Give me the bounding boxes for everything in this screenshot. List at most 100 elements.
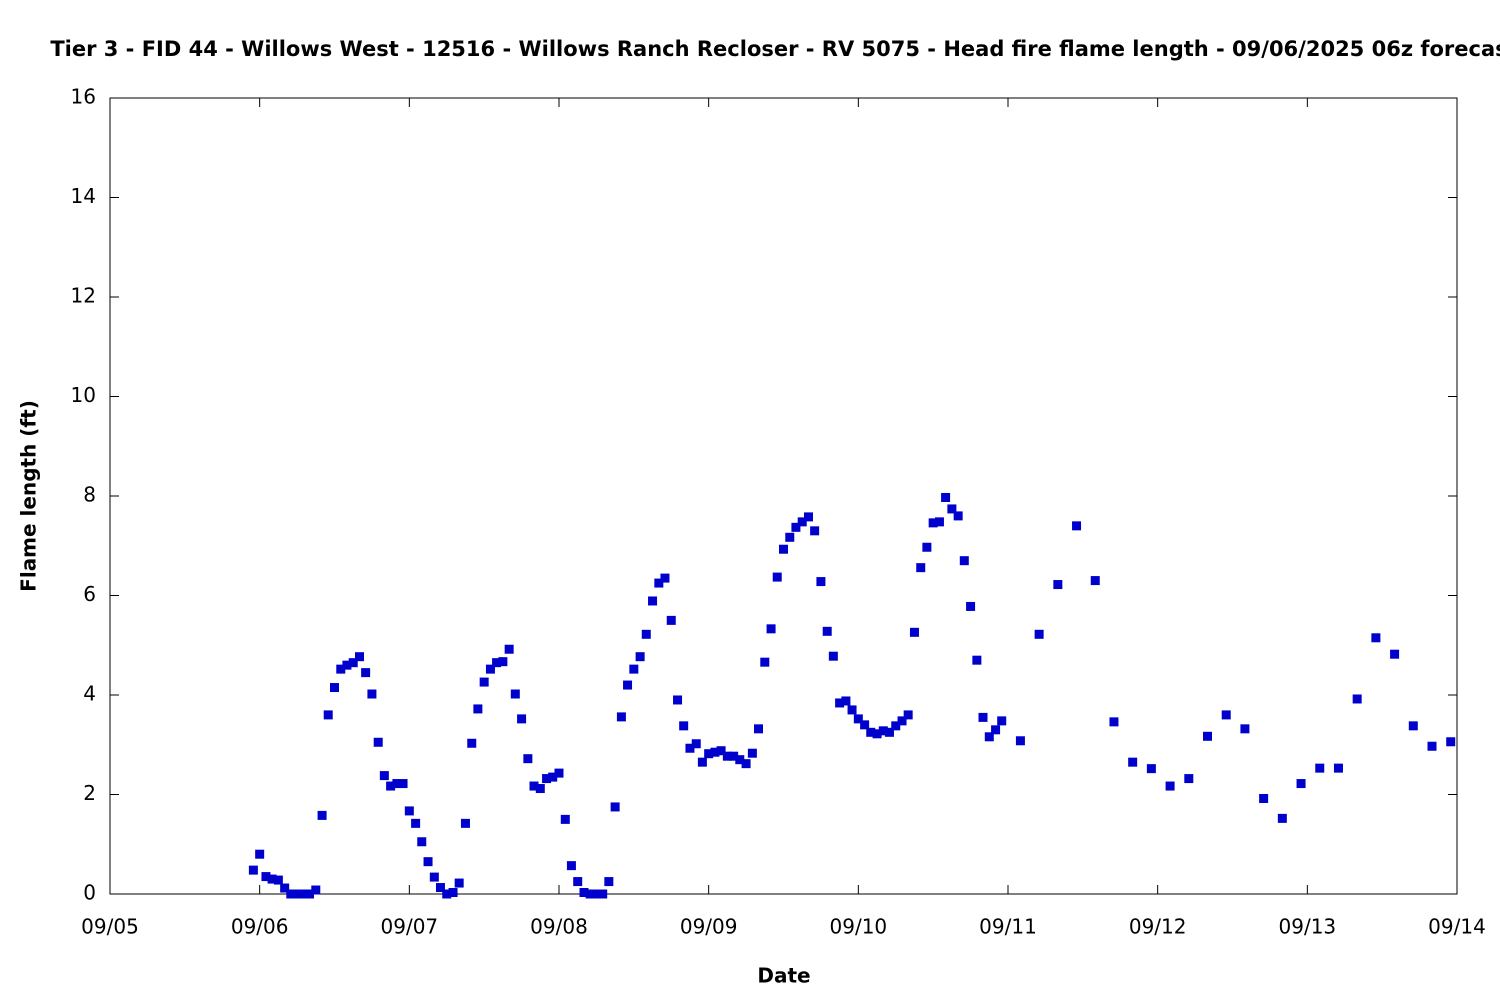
data-point <box>928 518 938 528</box>
data-point <box>666 615 676 625</box>
data-point <box>747 748 757 758</box>
chart-title: Tier 3 - FID 44 - Willows West - 12516 -… <box>50 37 1500 61</box>
data-point <box>442 889 452 899</box>
data-point <box>1165 781 1175 791</box>
data-point <box>810 526 820 536</box>
data-point <box>953 511 963 521</box>
data-point <box>280 883 290 893</box>
data-point <box>348 658 358 668</box>
data-point <box>922 542 932 552</box>
data-point <box>373 737 383 747</box>
data-point <box>435 883 445 893</box>
data-point <box>991 725 1001 735</box>
data-point <box>1390 649 1400 659</box>
data-point <box>866 727 876 737</box>
data-point <box>585 889 595 899</box>
y-tick-label: 12 <box>71 284 96 308</box>
data-point <box>448 888 458 898</box>
plot-frame <box>109 97 1458 895</box>
data-point <box>835 698 845 708</box>
data-point <box>934 517 944 527</box>
data-point <box>822 626 832 636</box>
data-point <box>317 810 327 820</box>
data-point <box>1259 793 1269 803</box>
data-point <box>460 818 470 828</box>
data-point <box>498 657 508 667</box>
data-point <box>548 772 558 782</box>
data-point <box>779 544 788 554</box>
y-tick-label: 10 <box>71 383 96 407</box>
data-point <box>803 512 813 522</box>
y-tick-label: 2 <box>83 781 96 805</box>
data-point <box>685 743 695 753</box>
data-point <box>473 704 483 714</box>
y-tick-label: 16 <box>71 85 96 109</box>
x-tick-label: 09/10 <box>830 915 888 939</box>
data-point <box>741 759 751 769</box>
data-point <box>891 721 901 731</box>
data-point <box>485 664 495 674</box>
data-point <box>292 889 302 899</box>
data-point <box>1446 737 1456 747</box>
data-point <box>336 664 346 674</box>
data-point <box>797 517 807 527</box>
data-point <box>623 680 633 690</box>
data-point <box>1184 774 1194 784</box>
data-point <box>267 874 277 884</box>
data-point <box>903 710 913 720</box>
data-point <box>841 696 851 706</box>
data-point <box>1221 710 1231 720</box>
data-point <box>1090 576 1100 586</box>
data-point <box>772 572 782 582</box>
data-point <box>1352 694 1362 704</box>
data-point <box>1034 629 1044 639</box>
data-point <box>679 721 689 731</box>
data-point <box>248 865 258 875</box>
data-point <box>305 889 315 899</box>
data-point <box>1240 724 1250 734</box>
data-point <box>760 657 770 667</box>
data-point <box>261 872 271 882</box>
data-point <box>560 814 570 824</box>
data-point <box>492 658 502 668</box>
x-tick-label: 09/09 <box>680 915 738 939</box>
data-point <box>298 889 308 899</box>
data-point <box>367 689 377 699</box>
data-point <box>342 660 352 670</box>
y-tick-label: 0 <box>83 881 96 905</box>
data-point <box>1371 633 1381 643</box>
data-point <box>716 746 726 756</box>
data-point <box>1315 763 1325 773</box>
data-point <box>510 689 520 699</box>
data-point <box>878 726 888 736</box>
data-point <box>997 716 1007 726</box>
x-axis-label: Date <box>757 964 810 988</box>
data-point <box>847 705 857 715</box>
data-point <box>853 714 863 724</box>
data-point <box>909 627 919 637</box>
data-point <box>872 729 882 739</box>
y-tick-label: 8 <box>83 483 96 507</box>
data-point <box>641 629 651 639</box>
data-point <box>311 885 321 895</box>
x-tick-label: 09/12 <box>1129 915 1187 939</box>
data-point <box>529 781 539 791</box>
data-point <box>947 504 957 514</box>
data-point <box>398 779 408 789</box>
data-point <box>816 577 826 587</box>
data-point <box>286 889 296 899</box>
data-point <box>386 781 396 791</box>
data-point <box>673 695 683 705</box>
x-tick-label: 09/07 <box>381 915 439 939</box>
data-point <box>978 712 988 722</box>
data-point <box>604 877 614 887</box>
data-point <box>660 573 670 583</box>
data-point <box>1333 763 1343 773</box>
y-axis-label: Flame length (ft) <box>17 400 41 592</box>
data-point <box>379 771 389 781</box>
data-point <box>648 596 658 606</box>
data-point <box>573 877 583 887</box>
data-point <box>729 751 739 761</box>
